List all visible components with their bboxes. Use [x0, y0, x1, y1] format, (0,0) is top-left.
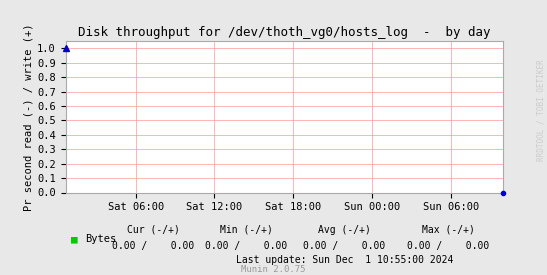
Text: 0.00 /    0.00: 0.00 / 0.00: [112, 241, 194, 251]
Text: Last update: Sun Dec  1 10:55:00 2024: Last update: Sun Dec 1 10:55:00 2024: [236, 255, 453, 265]
Text: ■: ■: [71, 234, 78, 244]
Text: Max (-/+): Max (-/+): [422, 225, 475, 235]
Text: 0.00 /    0.00: 0.00 / 0.00: [304, 241, 386, 251]
Text: 0.00 /    0.00: 0.00 / 0.00: [408, 241, 490, 251]
Text: 0.00 /    0.00: 0.00 / 0.00: [205, 241, 287, 251]
Title: Disk throughput for /dev/thoth_vg0/hosts_log  -  by day: Disk throughput for /dev/thoth_vg0/hosts…: [78, 26, 491, 39]
Text: Cur (-/+): Cur (-/+): [127, 225, 179, 235]
Text: Munin 2.0.75: Munin 2.0.75: [241, 265, 306, 274]
Text: RRDTOOL / TOBI OETIKER: RRDTOOL / TOBI OETIKER: [537, 59, 546, 161]
Text: Avg (-/+): Avg (-/+): [318, 225, 371, 235]
Text: Bytes: Bytes: [85, 234, 116, 244]
Y-axis label: Pr second read (-) / write (+): Pr second read (-) / write (+): [23, 23, 33, 211]
Text: Min (-/+): Min (-/+): [220, 225, 272, 235]
